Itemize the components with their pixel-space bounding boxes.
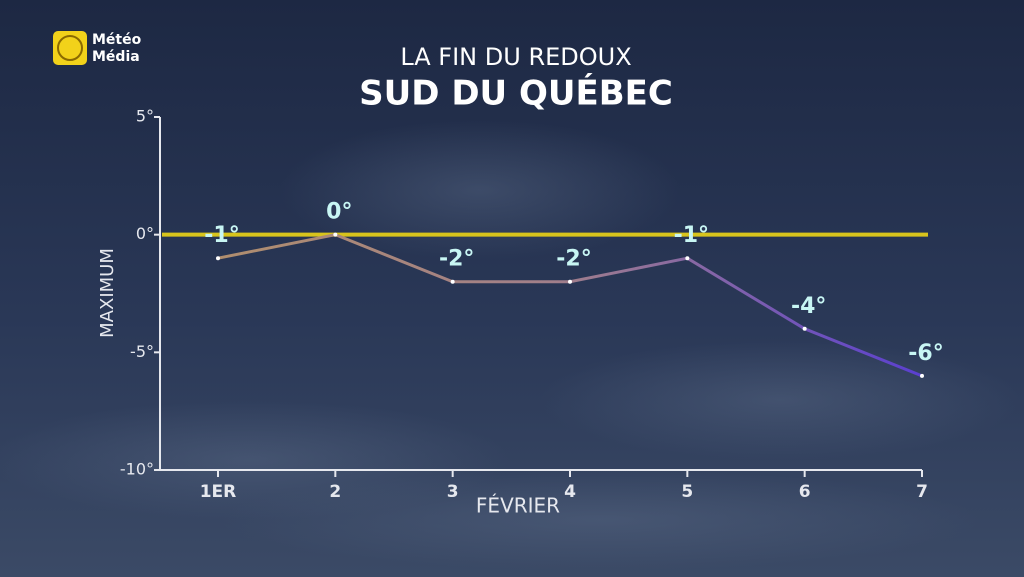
x-tick-label: 4 bbox=[564, 482, 576, 502]
x-tick-label: 2 bbox=[329, 482, 341, 502]
data-point bbox=[685, 256, 690, 261]
x-tick-label: 1ER bbox=[200, 482, 237, 502]
cloud bbox=[540, 340, 1020, 460]
logo-text: Média bbox=[92, 49, 140, 65]
cloud bbox=[280, 120, 680, 260]
y-tick-label: 5° bbox=[136, 107, 154, 126]
x-tick-label: 5 bbox=[681, 482, 693, 502]
data-point bbox=[450, 279, 455, 284]
logo-globe bbox=[57, 35, 83, 61]
data-label: -1° bbox=[674, 223, 709, 248]
y-axis-label: MAXIMUM bbox=[97, 248, 118, 338]
x-tick-label: 3 bbox=[447, 482, 459, 502]
data-point bbox=[216, 256, 220, 261]
data-point bbox=[920, 373, 924, 378]
y-tick-label: 0° bbox=[136, 224, 154, 243]
data-point bbox=[333, 232, 338, 237]
cloud bbox=[220, 470, 980, 570]
x-axis-label: FÉVRIER bbox=[476, 494, 560, 518]
y-tick-label: -10° bbox=[120, 460, 154, 479]
data-label: -2° bbox=[556, 247, 591, 272]
data-label: 0° bbox=[326, 200, 352, 225]
data-label: -6° bbox=[908, 341, 943, 366]
data-label: -2° bbox=[439, 247, 474, 272]
logo-text: Météo bbox=[92, 32, 142, 48]
x-tick-label: 7 bbox=[916, 482, 928, 502]
chart-title: LA FIN DU REDOUX bbox=[400, 43, 631, 71]
chart-subtitle: SUD DU QUÉBEC bbox=[359, 73, 673, 114]
data-point bbox=[568, 279, 572, 284]
data-label: -1° bbox=[204, 223, 239, 248]
logo: Météo Média bbox=[53, 31, 142, 65]
y-tick-label: -5° bbox=[130, 342, 154, 361]
x-tick-label: 6 bbox=[799, 482, 811, 502]
data-label: -4° bbox=[791, 294, 826, 319]
data-point bbox=[802, 326, 807, 331]
